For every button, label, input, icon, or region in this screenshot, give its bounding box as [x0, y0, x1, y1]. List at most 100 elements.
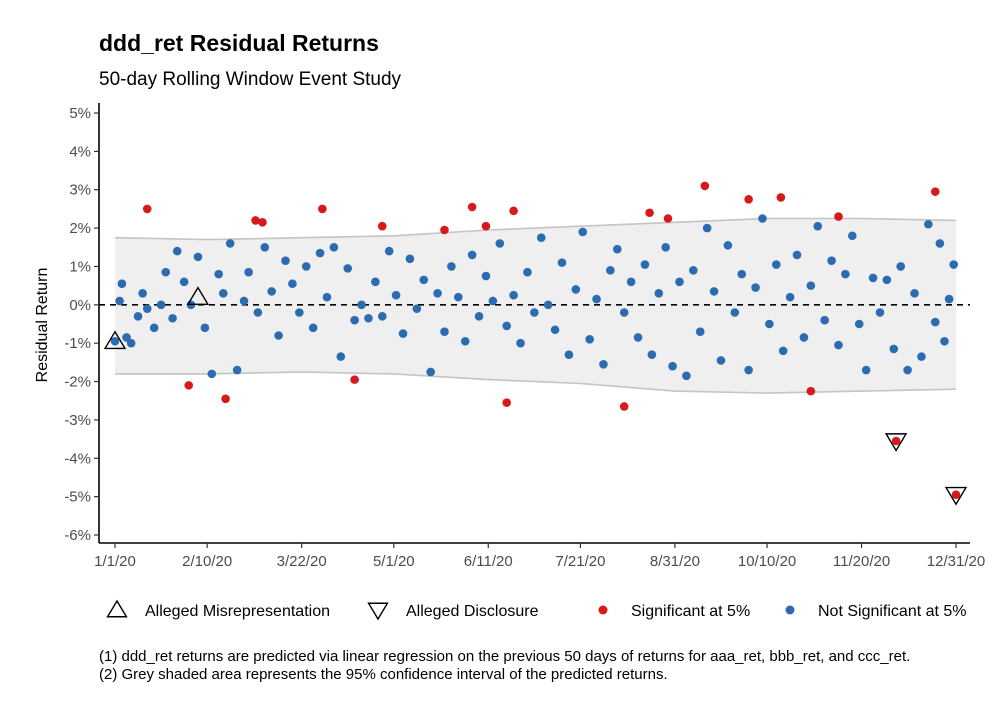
- not-significant-point: [232, 365, 242, 375]
- not-significant-point: [599, 359, 608, 369]
- y-tick-label: 2%: [69, 220, 91, 237]
- not-significant-point: [244, 267, 253, 277]
- not-significant-point: [543, 300, 553, 310]
- not-significant-point: [447, 262, 456, 271]
- significant-point: [184, 381, 194, 390]
- not-significant-point: [785, 292, 795, 302]
- not-significant-point: [861, 365, 871, 375]
- not-significant-point: [557, 258, 567, 267]
- not-significant-point: [585, 335, 594, 344]
- significant-point: [663, 214, 673, 223]
- not-significant-point: [834, 340, 843, 350]
- not-significant-point: [308, 323, 318, 333]
- not-significant-point: [806, 281, 816, 290]
- not-significant-point: [571, 285, 581, 294]
- x-tick-label: 11/20/20: [833, 553, 890, 570]
- not-significant-point: [322, 292, 332, 302]
- legend-label: Alleged Disclosure: [406, 603, 539, 620]
- not-significant-point: [564, 350, 574, 359]
- not-significant-point: [523, 267, 532, 277]
- not-significant-point: [336, 352, 346, 361]
- not-significant-point: [301, 262, 311, 271]
- significant-point: [776, 193, 786, 202]
- footnote-2: (2) Grey shaded area represents the 95% …: [99, 666, 668, 683]
- not-significant-point: [882, 275, 892, 285]
- not-significant-point: [619, 308, 629, 317]
- red-dot-icon: [598, 605, 608, 615]
- x-tick-label: 3/22/20: [277, 553, 327, 570]
- not-significant-point: [682, 371, 691, 381]
- band-upper-line: [114, 217, 957, 241]
- not-significant-point: [668, 361, 677, 371]
- not-significant-point: [827, 256, 836, 266]
- not-significant-point: [924, 219, 933, 229]
- not-significant-point: [647, 350, 657, 359]
- not-significant-point: [267, 287, 276, 296]
- not-significant-point: [702, 223, 712, 233]
- not-significant-point: [281, 256, 290, 266]
- significant-point: [377, 221, 387, 231]
- not-significant-point: [329, 242, 339, 252]
- not-significant-point: [295, 308, 304, 317]
- not-significant-point: [848, 231, 857, 241]
- not-significant-point: [889, 344, 899, 354]
- y-tick-label: 1%: [69, 258, 91, 275]
- not-significant-point: [633, 333, 643, 342]
- misrepresentation-marker: [186, 286, 210, 305]
- confidence-band: [114, 217, 957, 394]
- y-tick-label: -4%: [64, 450, 91, 467]
- not-significant-point: [813, 221, 823, 231]
- y-tick-label: 4%: [69, 143, 91, 160]
- not-significant-point: [239, 296, 249, 306]
- not-significant-point: [737, 269, 747, 279]
- x-tick-label: 8/31/20: [650, 553, 700, 570]
- not-significant-point: [723, 241, 733, 250]
- not-significant-point: [689, 265, 698, 275]
- significant-point: [951, 490, 961, 500]
- not-significant-point: [207, 369, 217, 379]
- x-tick-label: 12/31/20: [927, 553, 985, 570]
- not-significant-point: [288, 279, 297, 289]
- significant-point: [645, 208, 654, 218]
- not-significant-point: [592, 294, 601, 304]
- not-significant-point: [133, 312, 143, 321]
- not-significant-point: [260, 242, 270, 252]
- not-significant-point: [606, 265, 615, 275]
- not-significant-point: [917, 352, 926, 361]
- band-area: [115, 218, 956, 394]
- not-significant-point: [161, 267, 170, 277]
- not-significant-point: [117, 279, 127, 289]
- not-significant-point: [405, 254, 415, 264]
- not-significant-point: [949, 260, 958, 269]
- significant-point: [251, 216, 260, 225]
- not-significant-point: [709, 287, 719, 296]
- not-significant-point: [454, 292, 463, 302]
- not-significant-point: [841, 269, 850, 279]
- not-significant-point: [868, 273, 878, 283]
- legend-label: Significant at 5%: [631, 603, 750, 620]
- not-significant-point: [640, 260, 650, 269]
- significant-point: [700, 181, 710, 191]
- not-significant-point: [371, 277, 380, 287]
- not-significant-point: [193, 252, 203, 262]
- not-significant-point: [716, 356, 726, 365]
- legend-label: Not Significant at 5%: [818, 603, 967, 620]
- not-significant-point: [854, 319, 864, 329]
- not-significant-point: [350, 315, 359, 325]
- not-significant-point: [799, 333, 809, 342]
- not-significant-point: [225, 239, 235, 248]
- x-tick-label: 10/10/20: [738, 553, 796, 570]
- not-significant-point: [142, 304, 152, 313]
- not-significant-point: [126, 338, 136, 348]
- misrepresentation-marker: [103, 330, 127, 350]
- not-significant-point: [758, 214, 767, 223]
- not-significant-point: [875, 308, 885, 317]
- not-significant-point: [903, 365, 912, 375]
- y-tick-label: -6%: [64, 527, 91, 544]
- y-tick-label: -1%: [64, 335, 91, 352]
- footnote-1: (1) ddd_ret returns are predicted via li…: [99, 648, 911, 665]
- not-significant-point: [675, 277, 684, 287]
- y-tick-label: 0%: [69, 297, 91, 314]
- not-significant-point: [440, 327, 449, 336]
